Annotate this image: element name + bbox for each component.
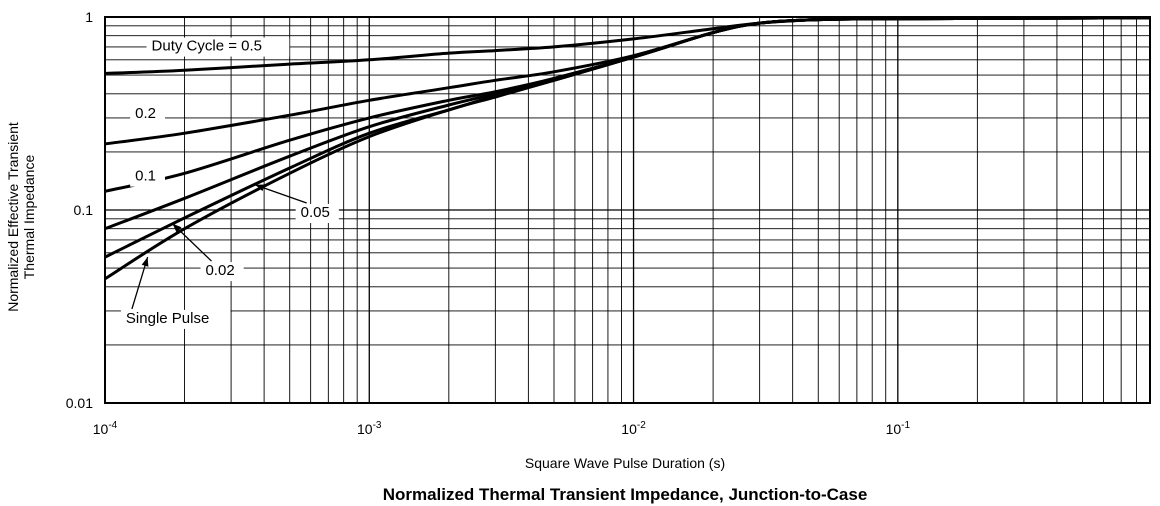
series-line-single-pulse bbox=[104, 16, 1151, 281]
x-tick-label: 10-1 bbox=[886, 420, 911, 437]
curve-label-single-pulse: Single Pulse bbox=[126, 310, 209, 327]
y-tick-label: 0.01 bbox=[66, 395, 93, 411]
label-background bbox=[130, 167, 166, 187]
chart-title: Normalized Thermal Transient Impedance, … bbox=[383, 485, 868, 504]
x-tick-label: 10-4 bbox=[93, 420, 118, 437]
x-axis-label: Square Wave Pulse Duration (s) bbox=[525, 455, 725, 471]
curve-label-0-1: 0.1 bbox=[135, 168, 156, 185]
label-arrowhead bbox=[255, 184, 265, 192]
label-arrowhead bbox=[172, 223, 182, 233]
plot-frame bbox=[104, 16, 1151, 404]
curve-label-0-05: 0.05 bbox=[301, 204, 330, 221]
label-background bbox=[130, 104, 166, 124]
label-background bbox=[146, 37, 290, 57]
y-tick-label: 0.1 bbox=[74, 202, 94, 218]
label-background bbox=[200, 262, 244, 282]
curve-annotations: Duty Cycle = 0.5 0.2 0.1 0.05 0.02 Single Pul… bbox=[120, 37, 339, 329]
label-background bbox=[120, 309, 231, 329]
curve-label-0-02: 0.02 bbox=[205, 262, 234, 279]
x-tick-label: 10-2 bbox=[621, 420, 646, 437]
series-curves bbox=[104, 16, 1151, 281]
label-leader-line bbox=[172, 223, 212, 262]
label-background bbox=[295, 203, 339, 223]
label-leader-line bbox=[254, 184, 307, 204]
curve-label-duty-cycle-0-5: Duty Cycle = 0.5 bbox=[152, 38, 262, 55]
label-arrowhead bbox=[141, 257, 149, 267]
curve-label-0-2: 0.2 bbox=[135, 105, 156, 122]
y-tick-label: 1 bbox=[85, 9, 93, 25]
y-axis-label-line1: Normalized Effective Transient bbox=[5, 122, 21, 312]
tick-labels: 10-4 10-3 10-2 10-1 1 0.1 0.01 bbox=[66, 9, 911, 437]
y-axis-label-line2: Thermal Impedance bbox=[21, 155, 37, 280]
x-tick-label: 10-3 bbox=[357, 420, 382, 437]
label-leader-line bbox=[131, 256, 149, 310]
grid-lines bbox=[104, 16, 1151, 404]
